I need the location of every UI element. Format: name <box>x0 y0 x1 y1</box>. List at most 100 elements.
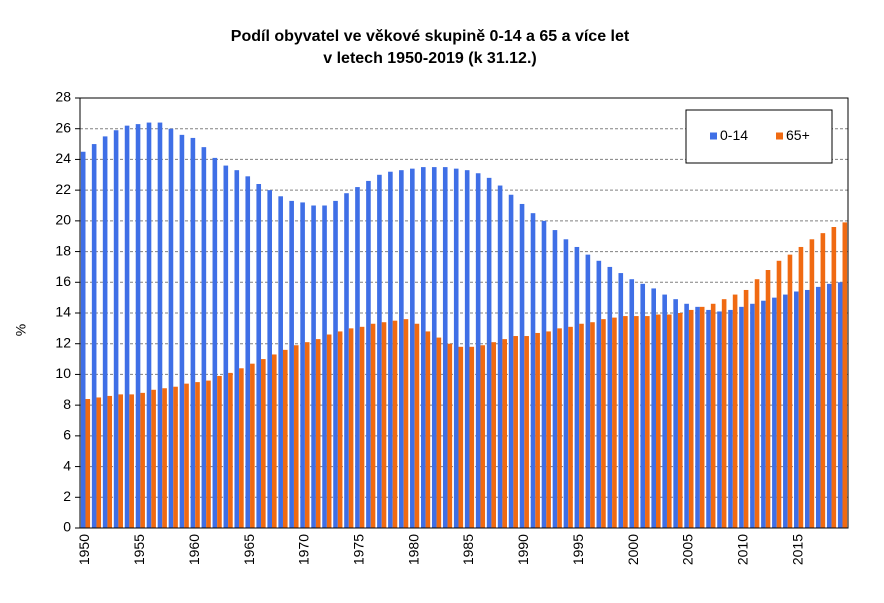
bar <box>217 375 222 528</box>
bar <box>124 125 130 529</box>
bar <box>359 326 365 528</box>
x-tick-label: 1975 <box>350 534 366 565</box>
bar <box>377 174 382 529</box>
bar <box>475 173 481 528</box>
bar <box>656 314 661 528</box>
bar <box>392 320 398 528</box>
bar <box>239 368 244 528</box>
bar <box>381 322 387 528</box>
y-tick-label: 2 <box>63 488 71 504</box>
bar <box>612 317 617 528</box>
bar <box>431 167 437 528</box>
x-tick-label: 1990 <box>515 534 531 565</box>
bar <box>256 184 262 528</box>
bar <box>815 286 821 528</box>
bar <box>113 130 119 528</box>
bar <box>552 230 558 529</box>
bar <box>278 196 283 529</box>
bar <box>688 309 694 528</box>
bar <box>640 283 646 528</box>
x-tick-label: 1960 <box>186 534 202 565</box>
legend-label: 65+ <box>786 127 810 143</box>
bar <box>695 306 700 528</box>
y-tick-label: 20 <box>55 212 71 228</box>
bar <box>607 266 613 528</box>
bar <box>410 168 415 528</box>
bar <box>282 349 288 528</box>
bar <box>322 205 327 528</box>
bar <box>107 395 113 528</box>
bar <box>348 328 354 528</box>
bar <box>750 303 755 528</box>
x-tick-label: 2005 <box>680 534 696 565</box>
bar <box>772 297 777 528</box>
bar <box>684 303 689 528</box>
bar <box>486 177 492 528</box>
bar <box>787 254 793 528</box>
bar <box>223 165 229 529</box>
y-tick-label: 0 <box>63 519 71 535</box>
y-axis-label: % <box>13 324 29 336</box>
bar <box>535 332 540 528</box>
legend-box <box>685 109 833 164</box>
bar <box>146 122 152 529</box>
bar <box>699 306 705 528</box>
bar <box>842 222 848 528</box>
bar <box>300 202 305 528</box>
plot-frame <box>79 97 849 529</box>
bar <box>442 167 448 528</box>
bar <box>837 282 843 528</box>
bar <box>96 397 102 528</box>
bar <box>480 345 486 528</box>
bar <box>245 176 251 529</box>
bar <box>85 399 91 528</box>
y-tick-label: 10 <box>55 365 71 381</box>
bar <box>618 273 624 528</box>
bar <box>190 137 196 528</box>
bar <box>563 239 569 529</box>
bar <box>118 394 124 528</box>
bar <box>761 300 766 528</box>
bar <box>447 343 453 528</box>
bar <box>366 180 371 528</box>
bar <box>743 289 749 528</box>
bar <box>820 233 826 528</box>
bar <box>80 151 86 528</box>
bar <box>168 128 174 528</box>
bar <box>754 279 760 528</box>
bar <box>732 294 738 528</box>
bar <box>765 270 771 528</box>
bar <box>436 337 442 528</box>
bar <box>497 185 503 529</box>
x-tick-label: 1955 <box>131 534 147 565</box>
bar <box>206 380 211 528</box>
bar <box>140 392 145 528</box>
bar <box>355 187 360 529</box>
bar <box>579 323 584 528</box>
bar <box>541 220 547 528</box>
bar <box>568 326 573 528</box>
legend-swatch <box>710 132 717 140</box>
bar <box>129 394 134 528</box>
bar <box>425 331 431 528</box>
bar <box>798 246 804 528</box>
bar <box>179 134 185 528</box>
bar <box>776 260 782 528</box>
legend-swatch <box>776 132 783 140</box>
bar <box>804 289 810 528</box>
x-tick-label: 1950 <box>76 534 92 565</box>
bar <box>739 306 744 528</box>
bar <box>272 354 277 528</box>
bar <box>585 254 591 528</box>
bar <box>651 288 656 528</box>
bar <box>524 336 529 528</box>
x-tick-label: 2015 <box>789 534 805 565</box>
bar <box>491 342 497 528</box>
bar <box>173 386 178 528</box>
bar <box>135 124 141 528</box>
bar <box>469 346 475 528</box>
x-tick-label: 1980 <box>405 534 421 565</box>
bar <box>326 334 332 528</box>
bar <box>151 389 156 528</box>
